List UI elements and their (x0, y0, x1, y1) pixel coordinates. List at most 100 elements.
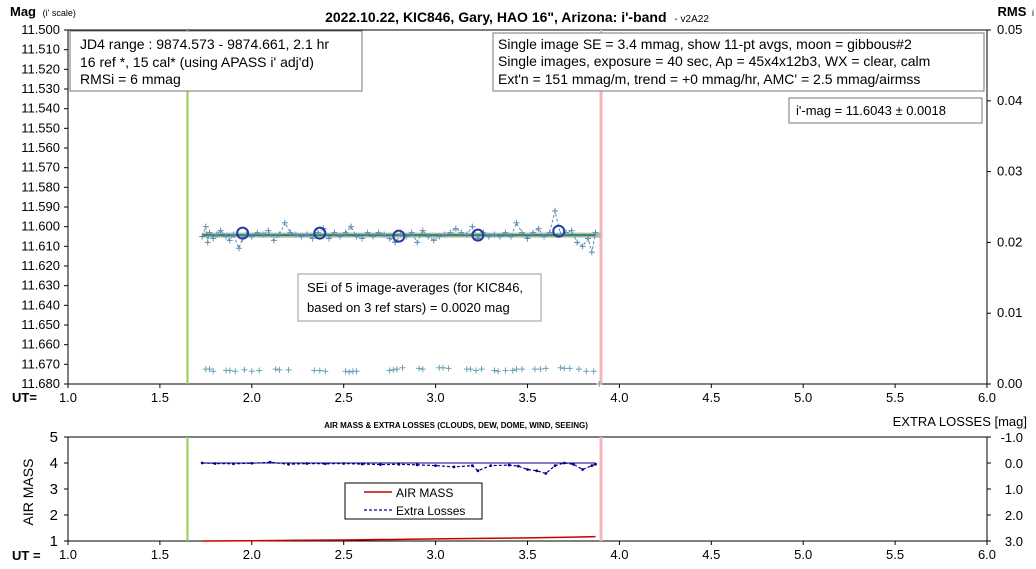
rms-point (232, 368, 239, 375)
extra-losses-point (360, 462, 364, 466)
single-image-point (337, 233, 344, 240)
extra-losses-point (507, 463, 511, 467)
sub-y-tick-label: 1 (50, 533, 58, 550)
rms-point (226, 367, 233, 374)
rms-point (491, 367, 498, 374)
extra-losses-point (470, 464, 474, 467)
extra-losses-point (489, 464, 493, 467)
sei-note-frame (297, 273, 542, 322)
extra-losses-point (544, 472, 548, 475)
main-x-tick-label: 6.0 (978, 390, 996, 405)
rms-point (206, 366, 213, 373)
single-image-point (342, 229, 349, 236)
rms-point (542, 365, 549, 372)
sub-y2-axis-title: EXTRA LOSSES [mag] (893, 414, 1027, 429)
single-image-point (199, 233, 206, 240)
rms-point (419, 366, 426, 373)
extra-losses-point (562, 461, 566, 465)
extra-losses-point (213, 462, 217, 465)
rms-point (566, 365, 573, 372)
info-left-line-3: RMSi = 6 mmag (80, 71, 181, 87)
y2-axis-title-sub: i (1032, 8, 1034, 18)
mag-result-frame (788, 97, 983, 124)
sub-y-tick-label: 3 (50, 481, 58, 498)
sei-note-line-2: based on 3 ref stars) = 0.0020 mag (307, 300, 510, 315)
single-image-point (348, 223, 355, 230)
main-y-tick-label: 11.550 (21, 120, 60, 135)
rms-point (596, 381, 603, 387)
rms-point (575, 366, 582, 373)
single-image-point (206, 229, 213, 236)
single-image-point (568, 227, 575, 234)
single-image-point (518, 229, 525, 236)
single-image-point (303, 231, 310, 238)
sub-legend: AIR MASS Extra Losses (344, 482, 483, 520)
sub-x-tick-label: 5.5 (886, 547, 904, 562)
single-image-point (298, 233, 305, 240)
single-image-point (259, 231, 266, 238)
sub-y-tick-label: 5 (50, 429, 58, 446)
single-image-point (381, 231, 388, 238)
rms-point (386, 367, 393, 374)
info-right-line-2: Single images, exposure = 40 sec, Ap = 4… (498, 53, 930, 69)
main-x-tick-label: 5.5 (886, 390, 904, 405)
sub-legend-frame (344, 482, 483, 520)
single-image-point (579, 243, 586, 250)
main-x-tick-label: 3.5 (518, 390, 536, 405)
single-image-point (248, 233, 255, 240)
rms-point (390, 366, 397, 373)
x-axis-title: UT= (12, 390, 37, 405)
main-y-ticks: 11.500 11.510 11.520 11.530 11.540 11.550 11.5… (21, 22, 68, 391)
main-x-tick-label: 3.0 (427, 390, 445, 405)
single-image-point (230, 231, 237, 238)
single-image-point (309, 235, 316, 242)
extra-losses-point (305, 462, 309, 465)
info-right-line-3: Ext'n = 151 mmag/m, trend = +0 mmag/hr, … (498, 71, 920, 87)
average-point (236, 226, 250, 240)
main-y-tick-label: 11.670 (21, 356, 60, 371)
airmass-line (202, 535, 596, 542)
main-y-tick-label: 11.560 (21, 140, 60, 155)
average-point (471, 228, 485, 242)
sub-x-tick-label: 6.0 (978, 547, 996, 562)
main-x-tick-label: 2.0 (243, 390, 261, 405)
sub-x-tick-label: 3.5 (518, 547, 536, 562)
rms-point (513, 366, 520, 373)
main-y-tick-label: 11.590 (21, 199, 60, 214)
rms-point (311, 367, 318, 374)
rms-point (473, 367, 480, 374)
single-image-point (491, 231, 498, 238)
sub-x-ticks: 1.0 1.5 2.0 2.5 3.0 3.5 4.0 4.5 5.0 5.5 6.0 (59, 541, 996, 562)
sub-chart-title: AIR MASS & EXTRA LOSSES (CLOUDS, DEW, DO… (324, 421, 588, 430)
single-image-point (281, 219, 288, 226)
rms-point (467, 366, 474, 373)
rms-point (478, 366, 485, 373)
single-image-point (502, 229, 509, 236)
sub-y2-tick-label: 0.0 (1005, 456, 1023, 471)
extra-losses-point (232, 462, 235, 466)
sub-y2-tick-label: 2.0 (1005, 508, 1023, 523)
main-x-tick-label: 4.5 (702, 390, 720, 405)
single-image-point (235, 245, 242, 252)
info-left-line-2: 16 ref *, 15 cal* (using APASS i' adj'd) (80, 54, 314, 70)
single-image-point (552, 207, 559, 214)
sub-x-tick-label: 3.0 (427, 547, 445, 562)
rms-point (439, 364, 446, 371)
average-point (392, 229, 406, 243)
rms-point (272, 366, 279, 373)
main-x-ticks: 1.0 1.5 2.0 2.5 3.0 3.5 4.0 4.5 5.0 5.5 6.0 (59, 384, 996, 405)
main-y-tick-label: 11.660 (21, 337, 60, 352)
single-image-point (213, 231, 220, 238)
sub-x-tick-label: 2.5 (335, 547, 353, 562)
main-x-tick-label: 4.0 (610, 390, 628, 405)
rms-point (322, 368, 329, 375)
info-box-left-frame (69, 30, 363, 92)
single-image-point (217, 227, 224, 234)
single-image-point (436, 233, 443, 240)
y2-axis-title-main: RMS (997, 4, 1026, 19)
main-chart-title-text: 2022.10.22, KIC846, Gary, HAO 16", Arizo… (325, 9, 666, 25)
extra-losses-point (594, 462, 597, 466)
single-image-point (524, 235, 531, 242)
main-y2-tick-label: 0.04 (997, 93, 1022, 108)
info-left-line-1: JD4 range : 9874.573 - 9874.661, 2.1 hr (80, 36, 329, 52)
